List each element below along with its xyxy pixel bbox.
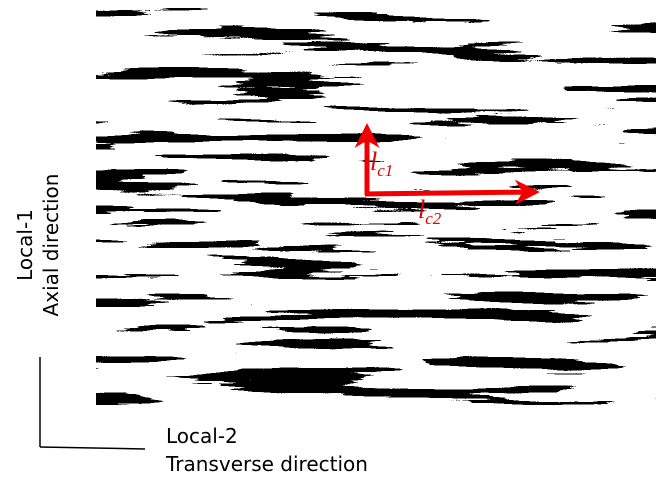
axis-direction: Transverse direction — [165, 452, 368, 476]
subscript: c1 — [377, 161, 393, 180]
arrow-label: lc1 — [370, 147, 393, 180]
direction-arrows — [354, 123, 540, 205]
micrograph — [96, 8, 656, 405]
local-axes — [39, 357, 146, 450]
symbol: l — [418, 195, 425, 224]
axis-direction: Axial direction — [39, 174, 63, 317]
subscript: c2 — [425, 209, 442, 228]
axis-name: Local-2 — [166, 424, 238, 448]
arrow-lc2 — [364, 179, 540, 205]
arrow-label: lc2 — [418, 195, 442, 228]
axis-name: Local-1 — [13, 209, 37, 281]
symbol: l — [370, 147, 377, 176]
axis-line — [39, 446, 146, 450]
